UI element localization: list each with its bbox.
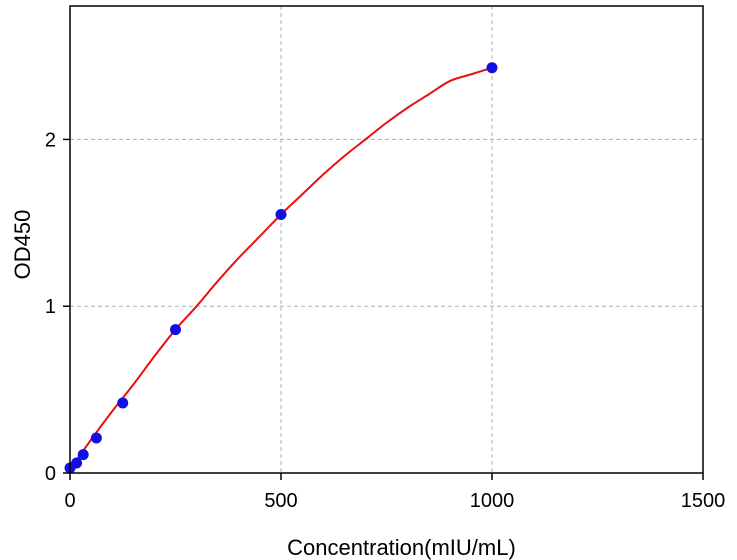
data-point xyxy=(170,324,181,336)
data-point xyxy=(71,457,83,469)
x-tick-label: 500 xyxy=(264,490,297,512)
plot-frame xyxy=(69,5,704,474)
data-point xyxy=(275,208,287,220)
y-axis-title: OD450 xyxy=(10,210,35,280)
data-point xyxy=(486,62,498,74)
data-point xyxy=(77,449,89,461)
x-tick-label: 0 xyxy=(64,490,75,512)
data-point xyxy=(90,432,102,444)
x-axis-title: Concentration(mIU/mL) xyxy=(287,535,516,560)
y-tick-label: 0 xyxy=(45,463,56,485)
y-tick-label: 1 xyxy=(45,296,56,318)
data-point xyxy=(117,397,129,409)
data-points-layer xyxy=(64,62,498,474)
axis-ticks: 0 500 1000 1500 0 1 2 xyxy=(45,129,725,512)
x-tick-label: 1000 xyxy=(470,490,515,512)
x-tick-label: 1500 xyxy=(681,490,726,512)
grid-lines xyxy=(70,6,703,473)
y-tick-label: 2 xyxy=(45,129,56,151)
